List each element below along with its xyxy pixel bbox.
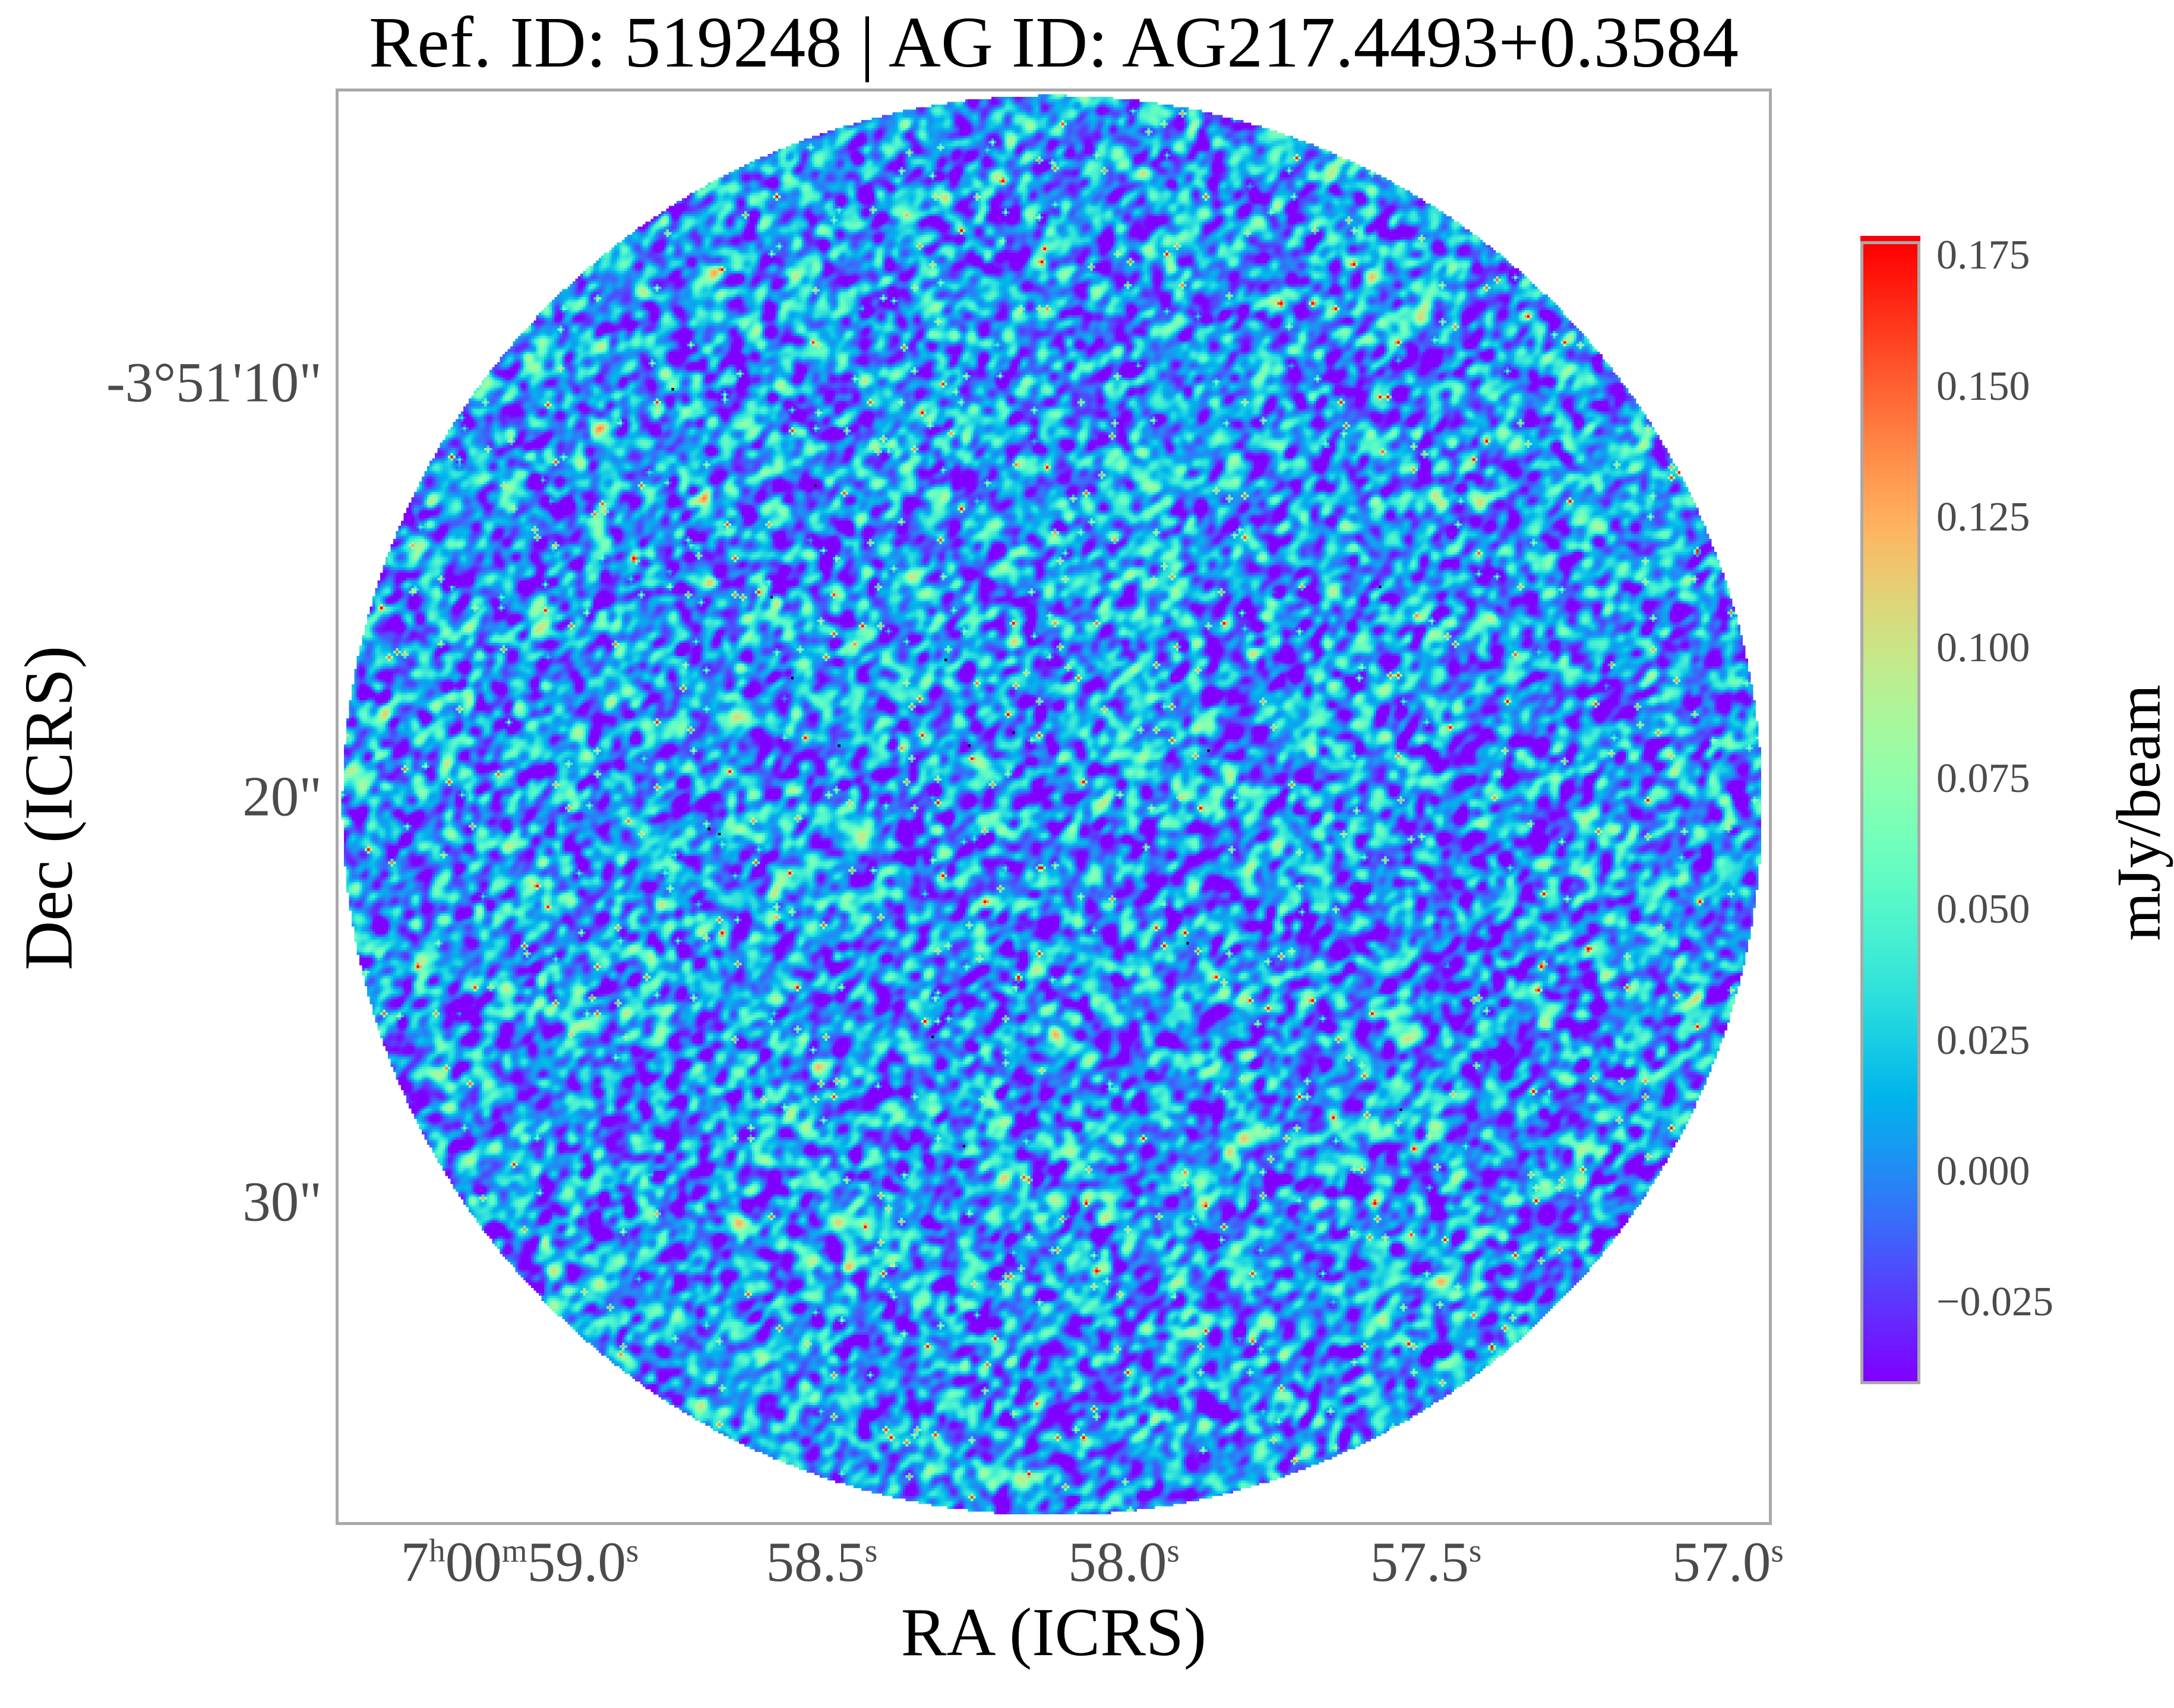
colorbar-tick-label: 0.075 [1936, 756, 2030, 802]
x-tick-label: 58.0s [1068, 1530, 1180, 1593]
colorbar-tick-label: 0.150 [1936, 363, 2030, 409]
colorbar-tick-label: 0.050 [1936, 886, 2030, 933]
x-tick-label: 58.5s [766, 1530, 878, 1593]
plot-area[interactable] [336, 89, 1772, 1525]
colorbar[interactable] [1860, 241, 1920, 1384]
colorbar-tick-label: 0.175 [1936, 232, 2030, 279]
x-axis-label: RA (ICRS) [900, 1595, 1207, 1670]
colorbar-tick-label: 0.025 [1936, 1017, 2030, 1063]
figure-title: Ref. ID: 519248 | AG ID: AG217.4493+0.35… [368, 2, 1739, 83]
colorbar-top-sliver [1860, 236, 1920, 241]
colorbar-tick-label: 0.125 [1936, 494, 2030, 540]
y-tick-label: 30" [242, 1170, 322, 1233]
colorbar-gradient [1863, 244, 1917, 1381]
y-tick-label: -3°51'10" [106, 351, 322, 414]
x-tick-label: 57.5s [1370, 1530, 1482, 1593]
y-tick-label: 20" [242, 765, 322, 828]
x-tick-label: 57.0s [1672, 1530, 1784, 1593]
x-tick-label: 7h00m59.0s [400, 1530, 639, 1593]
colorbar-unit-label: mJy/beam [2103, 684, 2173, 941]
colorbar-tick-label: −0.025 [1936, 1278, 2053, 1325]
colorbar-tick-label: 0.100 [1936, 624, 2030, 671]
sky-image[interactable] [339, 91, 1769, 1522]
y-axis-label: Dec (ICRS) [11, 645, 87, 971]
colorbar-tick-label: 0.000 [1936, 1148, 2030, 1194]
